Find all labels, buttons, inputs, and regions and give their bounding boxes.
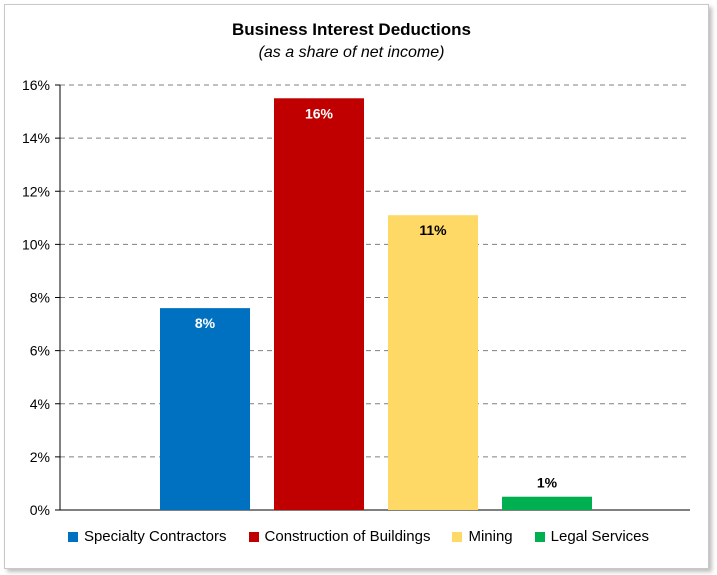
y-tick-label: 8% bbox=[30, 290, 50, 306]
legend-label: Construction of Buildings bbox=[264, 528, 431, 545]
data-label: 11% bbox=[419, 222, 447, 238]
data-label: 8% bbox=[195, 315, 216, 331]
y-tick-label: 6% bbox=[30, 343, 50, 359]
y-tick-label: 0% bbox=[30, 502, 50, 518]
legend-swatch bbox=[67, 531, 78, 542]
y-tick-label: 12% bbox=[22, 183, 50, 199]
bar bbox=[388, 215, 478, 510]
y-tick-label: 4% bbox=[30, 396, 50, 412]
legend-label: Specialty Contractors bbox=[83, 528, 227, 545]
chart-subtitle: (as a share of net income) bbox=[258, 44, 445, 61]
legend: Specialty Contractors Construction of Bu… bbox=[0, 528, 717, 545]
legend-item-legal-services: Legal Services bbox=[534, 528, 650, 545]
y-tick-label: 2% bbox=[30, 449, 50, 465]
legend-item-mining: Mining bbox=[452, 528, 513, 545]
legend-label: Legal Services bbox=[550, 528, 650, 545]
bar bbox=[274, 98, 364, 510]
legend-label: Mining bbox=[468, 528, 513, 545]
y-tick-label: 16% bbox=[22, 77, 50, 93]
y-tick-label: 14% bbox=[22, 130, 50, 146]
legend-item-construction-of-buildings: Construction of Buildings bbox=[248, 528, 431, 545]
chart-title: Business Interest Deductions bbox=[231, 20, 471, 39]
legend-item-specialty-contractors: Specialty Contractors bbox=[67, 528, 227, 545]
y-tick-label: 10% bbox=[22, 236, 50, 252]
data-label: 16% bbox=[305, 105, 334, 121]
data-label: 1% bbox=[537, 475, 558, 491]
legend-swatch bbox=[534, 531, 545, 542]
legend-swatch bbox=[248, 531, 259, 542]
bar bbox=[160, 308, 250, 510]
bar bbox=[502, 496, 592, 510]
legend-swatch bbox=[452, 531, 463, 542]
